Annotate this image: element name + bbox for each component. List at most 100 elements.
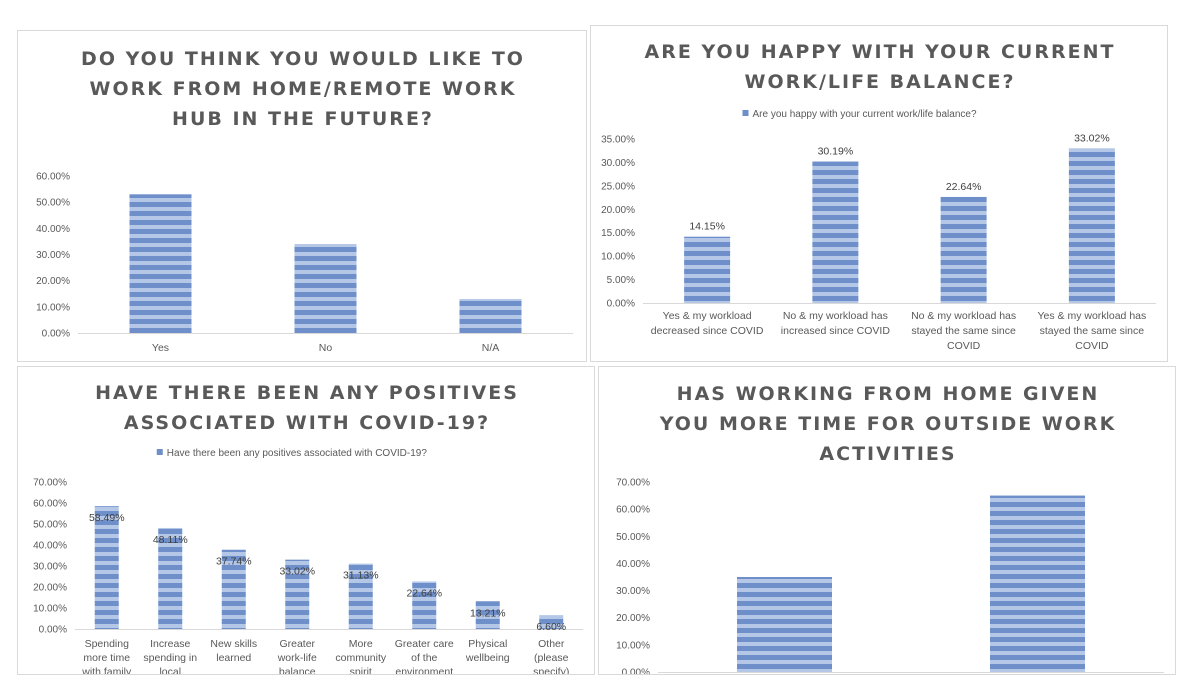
y-tick-label: 20.00% <box>33 583 67 594</box>
y-tick-label: 30.00% <box>33 562 67 573</box>
bar <box>348 563 373 629</box>
y-tick-label: 60.00% <box>33 499 67 510</box>
category-label: No & my workload has <box>783 310 888 322</box>
y-tick-label: 0.00% <box>42 329 70 340</box>
category-label: COVID <box>947 340 981 352</box>
chart-title-line: DO YOU THINK YOU WOULD LIKE TO <box>81 48 525 70</box>
y-tick-label: 40.00% <box>36 224 70 235</box>
category-label: environment <box>395 666 453 675</box>
bar <box>94 506 119 629</box>
bar <box>221 549 246 629</box>
category-label: more time <box>83 652 130 664</box>
y-tick-label: 20.00% <box>36 276 70 287</box>
chart-title-line: HUB IN THE FUTURE? <box>172 108 434 130</box>
y-tick-label: 70.00% <box>616 478 650 489</box>
y-tick-label: 60.00% <box>616 505 650 516</box>
category-label: New skills <box>210 638 257 650</box>
bar <box>1068 148 1115 303</box>
y-tick-label: 30.00% <box>616 586 650 597</box>
chart-title-line: ASSOCIATED WITH COVID-19? <box>124 412 490 434</box>
category-label: Greater <box>279 638 315 650</box>
category-label: Other <box>538 638 565 650</box>
category-label: No <box>319 342 333 354</box>
chart-title-line: ARE YOU HAPPY WITH YOUR CURRENT <box>645 41 1116 63</box>
category-label: Physical <box>468 638 507 650</box>
chart-panel-covid-positives: HAVE THERE BEEN ANY POSITIVES ASSOCIATED … <box>17 366 595 675</box>
chart-panel-remote-work: DO YOU THINK YOU WOULD LIKE TO WORK FROM … <box>17 30 587 362</box>
bar <box>684 236 731 303</box>
y-tick-label: 35.00% <box>601 135 635 146</box>
y-tick-label: 0.00% <box>39 625 67 636</box>
y-tick-label: 10.00% <box>36 302 70 313</box>
data-label: 30.19% <box>818 146 854 158</box>
bar <box>940 196 987 303</box>
bar <box>294 244 357 333</box>
category-label: learned <box>216 652 251 664</box>
category-label: No & my workload has <box>911 310 1016 322</box>
bar <box>990 495 1085 672</box>
legend-label: Are you happy with your current work/lif… <box>753 109 977 120</box>
category-label: stayed the same since <box>911 325 1016 337</box>
chart-title-line: WORK/LIFE BALANCE? <box>745 71 1016 93</box>
data-label: 22.64% <box>406 587 442 599</box>
category-label: community <box>335 652 387 664</box>
chart-svg: HAS WORKING FROM HOME GIVEN YOU MORE TIME… <box>616 383 1164 675</box>
category-label: COVID <box>1075 340 1109 352</box>
y-tick-label: 20.00% <box>616 613 650 624</box>
category-label: Yes <box>152 342 169 354</box>
category-label: spending in <box>143 652 197 664</box>
data-label: 14.15% <box>689 221 725 233</box>
legend-swatch <box>156 449 163 455</box>
y-tick-label: 40.00% <box>616 559 650 570</box>
bar <box>459 298 522 333</box>
data-label: 37.74% <box>216 556 252 568</box>
bar <box>129 194 192 333</box>
legend-swatch <box>742 110 749 116</box>
chart-title-line: YOU MORE TIME FOR OUTSIDE WORK <box>659 413 1117 435</box>
category-label: wellbeing <box>465 652 510 664</box>
y-tick-label: 0.00% <box>607 299 635 310</box>
category-label: Greater care <box>395 638 454 650</box>
category-label: spirit <box>350 666 372 675</box>
category-label: Yes & my workload <box>663 310 752 322</box>
y-tick-label: 20.00% <box>601 205 635 216</box>
category-label: decreased since COVID <box>651 325 764 337</box>
data-label: 13.21% <box>470 607 506 619</box>
y-tick-label: 30.00% <box>601 158 635 169</box>
category-label: N/A <box>482 342 500 354</box>
chart-panel-work-life-balance: ARE YOU HAPPY WITH YOUR CURRENT WORK/LIFE… <box>590 25 1168 362</box>
y-tick-label: 70.00% <box>33 478 67 489</box>
chart-panel-outside-activities: HAS WORKING FROM HOME GIVEN YOU MORE TIME… <box>598 366 1176 675</box>
category-label: local <box>159 666 181 675</box>
data-label: 22.64% <box>946 181 982 193</box>
y-tick-label: 15.00% <box>601 228 635 239</box>
y-tick-label: 50.00% <box>36 198 70 209</box>
chart-title-line: ACTIVITIES <box>819 443 956 465</box>
category-label: of the <box>411 652 437 664</box>
category-label: work-life <box>277 652 317 664</box>
data-label: 58.49% <box>89 512 125 524</box>
y-tick-label: 10.00% <box>33 604 67 615</box>
y-tick-label: 60.00% <box>36 172 70 183</box>
y-tick-label: 10.00% <box>601 252 635 263</box>
bar <box>812 161 859 303</box>
y-tick-label: 5.00% <box>607 275 635 286</box>
y-tick-label: 40.00% <box>33 541 67 552</box>
data-label: 33.02% <box>279 566 315 578</box>
chart-svg: ARE YOU HAPPY WITH YOUR CURRENT WORK/LIFE… <box>601 41 1156 352</box>
chart-title-line: WORK FROM HOME/REMOTE WORK <box>90 78 517 100</box>
data-label: 31.13% <box>343 570 379 582</box>
bar <box>158 527 183 629</box>
chart-svg: HAVE THERE BEEN ANY POSITIVES ASSOCIATED … <box>33 382 583 675</box>
legend-label: Have there been any positives associated… <box>167 448 428 459</box>
category-label: balance <box>279 666 316 675</box>
bar <box>285 559 310 629</box>
y-tick-label: 0.00% <box>622 668 650 675</box>
category-label: More <box>349 638 373 650</box>
data-label: 33.02% <box>1074 132 1110 144</box>
category-label: with family <box>81 666 132 675</box>
category-label: stayed the same since <box>1040 325 1145 337</box>
y-tick-label: 25.00% <box>601 181 635 192</box>
y-tick-label: 50.00% <box>33 520 67 531</box>
category-label: (please <box>534 652 569 664</box>
